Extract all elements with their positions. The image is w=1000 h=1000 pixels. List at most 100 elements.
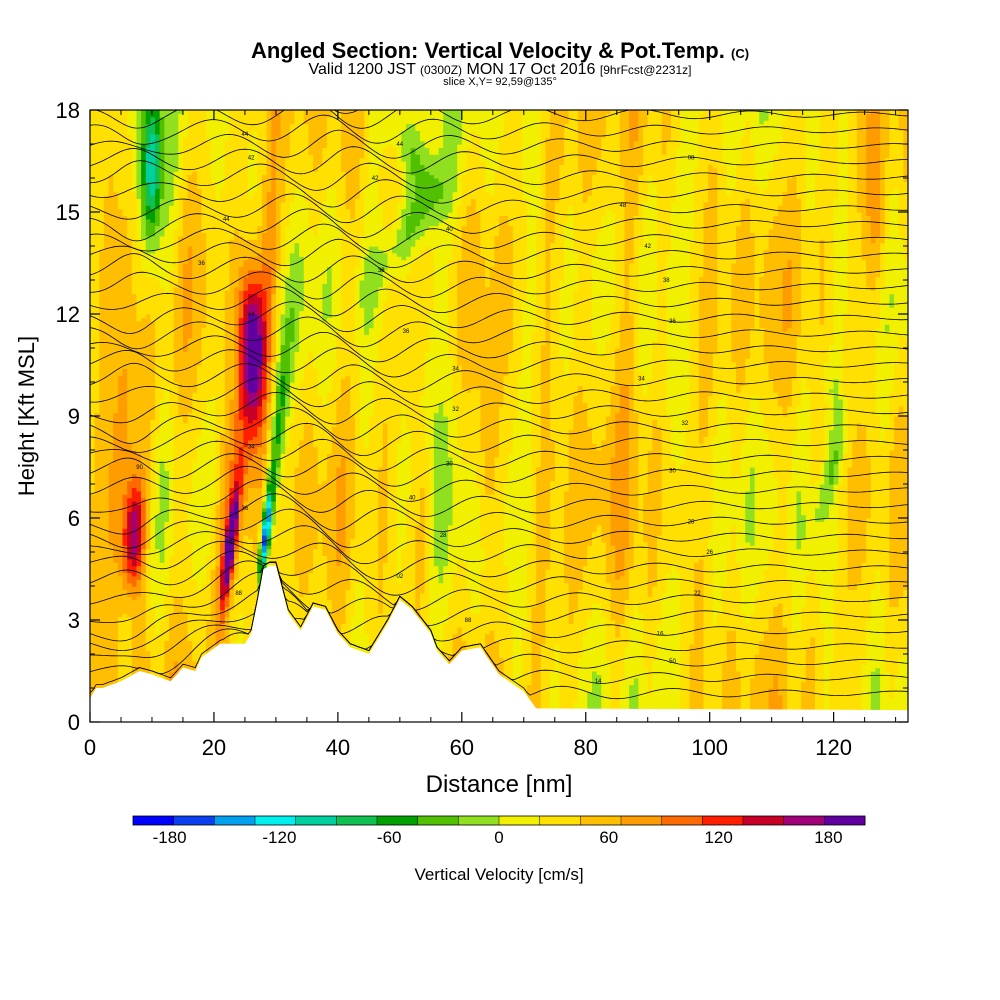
velocity-cell [90,192,95,196]
velocity-cell [99,243,104,247]
velocity-cell [95,477,100,481]
velocity-cell [95,324,100,328]
velocity-cell [90,185,95,189]
velocity-cell [95,409,100,413]
velocity-cell [95,243,100,247]
velocity-cell [95,494,100,498]
velocity-cell [104,409,109,413]
velocity-cell [95,226,100,230]
velocity-cell [104,273,109,277]
velocity-cell [104,443,109,447]
velocity-cell [118,219,123,223]
velocity-cell [104,134,109,138]
velocity-cell [95,443,100,447]
velocity-cell [104,202,109,206]
velocity-cell [109,409,114,413]
velocity-cell [118,375,123,379]
velocity-cell [95,192,100,196]
velocity-cell [99,460,104,464]
velocity-cell [99,273,104,277]
velocity-cell [99,477,104,481]
velocity-cell [113,409,118,413]
velocity-cell [113,134,118,138]
velocity-cell [113,477,118,481]
velocity-cell [109,392,114,396]
velocity-cell [90,151,95,155]
velocity-cell [109,192,114,196]
velocity-cell [109,151,114,155]
velocity-cell [95,236,100,240]
velocity-cell [99,151,104,155]
velocity-cell [113,219,118,223]
velocity-cell [109,243,114,247]
velocity-cell [109,185,114,189]
velocity-cell [95,151,100,155]
velocity-cell [118,168,123,172]
velocity-cell [118,426,123,430]
velocity-cell [113,375,118,379]
velocity-cell [90,494,95,498]
velocity-cell [109,134,114,138]
velocity-cell [104,219,109,223]
velocity-cell [118,226,123,230]
velocity-cell [118,409,123,413]
velocity-cell [99,134,104,138]
velocity-cell [90,392,95,396]
cross-section-chart: 9092883634443644444244424038363432304028… [0,0,1000,1000]
velocity-cell [118,460,123,464]
velocity-cell [95,134,100,138]
velocity-cell [118,324,123,328]
velocity-cell [113,185,118,189]
velocity-cell [113,273,118,277]
velocity-cell [113,290,118,294]
velocity-cell [99,226,104,230]
velocity-cell [95,256,100,260]
velocity-cell [113,324,118,328]
velocity-cell [118,494,123,498]
velocity-cell [109,202,114,206]
velocity-cell [118,273,123,277]
velocity-cell [113,358,118,362]
velocity-cell [90,168,95,172]
velocity-cell [90,158,95,162]
velocity-cell [95,185,100,189]
velocity-cell [118,236,123,240]
velocity-cell [113,209,118,213]
velocity-cell [104,290,109,294]
velocity-cell [113,226,118,230]
velocity-cell [90,202,95,206]
velocity-cell [99,202,104,206]
velocity-cell [104,460,109,464]
velocity-cell [90,409,95,413]
velocity-cell [95,273,100,277]
velocity-cell [109,273,114,277]
velocity-cell [90,256,95,260]
velocity-cell [99,443,104,447]
velocity-cell [113,511,118,515]
velocity-cell [95,158,100,162]
velocity-cell [118,290,123,294]
velocity-cell [109,477,114,481]
velocity-cell [118,185,123,189]
velocity-cell [104,392,109,396]
velocity-cell [118,511,123,515]
velocity-cell [104,151,109,155]
velocity-cell [104,494,109,498]
velocity-cell [118,209,123,213]
velocity-cell [95,168,100,172]
velocity-cell [113,175,118,179]
velocity-cell [118,175,123,179]
velocity-cell [109,256,114,260]
velocity-cell [95,460,100,464]
velocity-cell [104,175,109,179]
velocity-cell [104,185,109,189]
velocity-cell [90,477,95,481]
velocity-cell [109,426,114,430]
velocity-cell [113,202,118,206]
velocity-cell [99,256,104,260]
velocity-cell [109,494,114,498]
velocity-cell [95,202,100,206]
velocity-cell [118,358,123,362]
velocity-cell [104,243,109,247]
velocity-cell [99,175,104,179]
